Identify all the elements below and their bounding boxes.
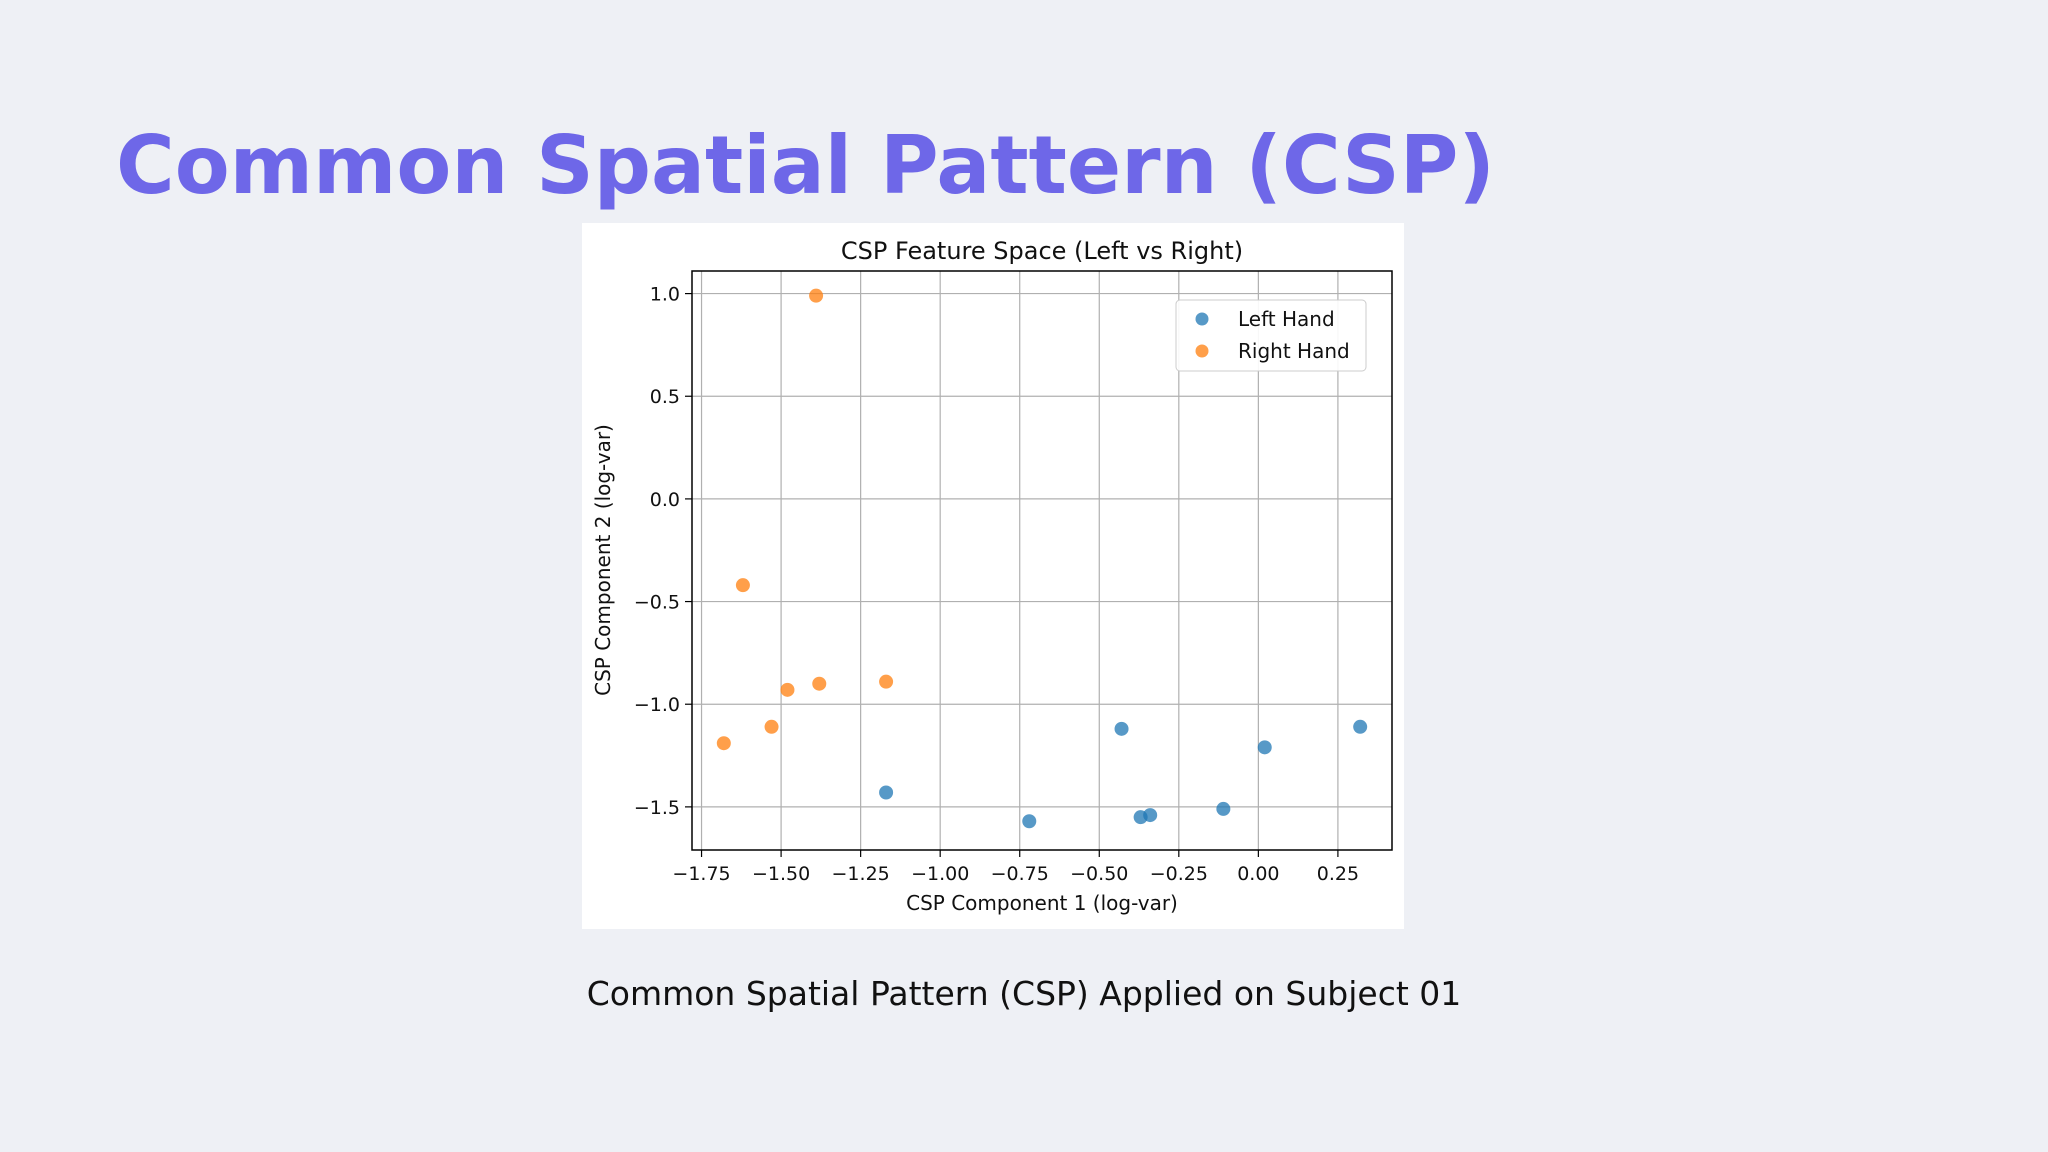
legend-label-right-hand: Right Hand (1238, 339, 1350, 363)
data-point-left-hand (1257, 740, 1272, 755)
chart-legend: Left Hand Right Hand (1175, 299, 1367, 372)
axis-ticks: −1.75 −1.50 −1.25 −1.00 −0.75 −0.50 −0.25 0.00 0… (634, 284, 1359, 885)
y-axis-label: CSP Component 2 (log-var) (591, 424, 615, 696)
x-tick-label: 0.25 (1317, 863, 1359, 885)
x-tick-label: −0.25 (1150, 863, 1208, 885)
data-point-left-hand (1143, 808, 1158, 823)
x-tick-label: −1.75 (672, 863, 730, 885)
data-points (716, 288, 1368, 829)
y-tick-label: −1.0 (634, 694, 680, 716)
slide-title: Common Spatial Pattern (CSP) (116, 119, 1495, 212)
y-tick-label: 0.5 (650, 386, 680, 408)
data-point-right-hand (812, 676, 827, 691)
y-tick-label: 0.0 (650, 489, 680, 511)
legend-label-left-hand: Left Hand (1238, 307, 1335, 331)
csp-scatter-chart: −1.75 −1.50 −1.25 −1.00 −0.75 −0.50 −0.25 0.00 0… (582, 223, 1404, 929)
data-point-right-hand (735, 578, 750, 593)
slide-caption: Common Spatial Pattern (CSP) Applied on … (586, 974, 1462, 1013)
y-tick-label: −0.5 (634, 592, 680, 614)
plot-frame (691, 270, 1393, 851)
data-point-right-hand (879, 674, 894, 689)
legend-box (1175, 299, 1367, 372)
data-point-right-hand (716, 736, 731, 751)
data-point-left-hand (1114, 721, 1129, 736)
x-tick-label: −0.75 (991, 863, 1049, 885)
data-point-right-hand (809, 288, 824, 303)
x-tick-label: −1.50 (752, 863, 810, 885)
legend-marker-left-hand (1195, 312, 1209, 326)
data-point-left-hand (1353, 719, 1368, 734)
x-tick-label: −1.00 (911, 863, 969, 885)
y-tick-label: −1.5 (634, 797, 680, 819)
data-point-left-hand (1022, 814, 1037, 829)
chart-title: CSP Feature Space (Left vs Right) (841, 237, 1243, 265)
x-tick-label: 0.00 (1237, 863, 1279, 885)
x-tick-label: −0.50 (1070, 863, 1128, 885)
x-axis-label: CSP Component 1 (log-var) (906, 891, 1178, 915)
data-point-left-hand (879, 785, 894, 800)
legend-marker-right-hand (1195, 344, 1209, 358)
data-point-right-hand (780, 682, 795, 697)
x-tick-label: −1.25 (832, 863, 890, 885)
y-tick-label: 1.0 (650, 284, 680, 306)
data-point-left-hand (1216, 801, 1231, 816)
chart-figure: −1.75 −1.50 −1.25 −1.00 −0.75 −0.50 −0.25 0.00 0… (582, 223, 1404, 929)
data-point-right-hand (764, 719, 779, 734)
